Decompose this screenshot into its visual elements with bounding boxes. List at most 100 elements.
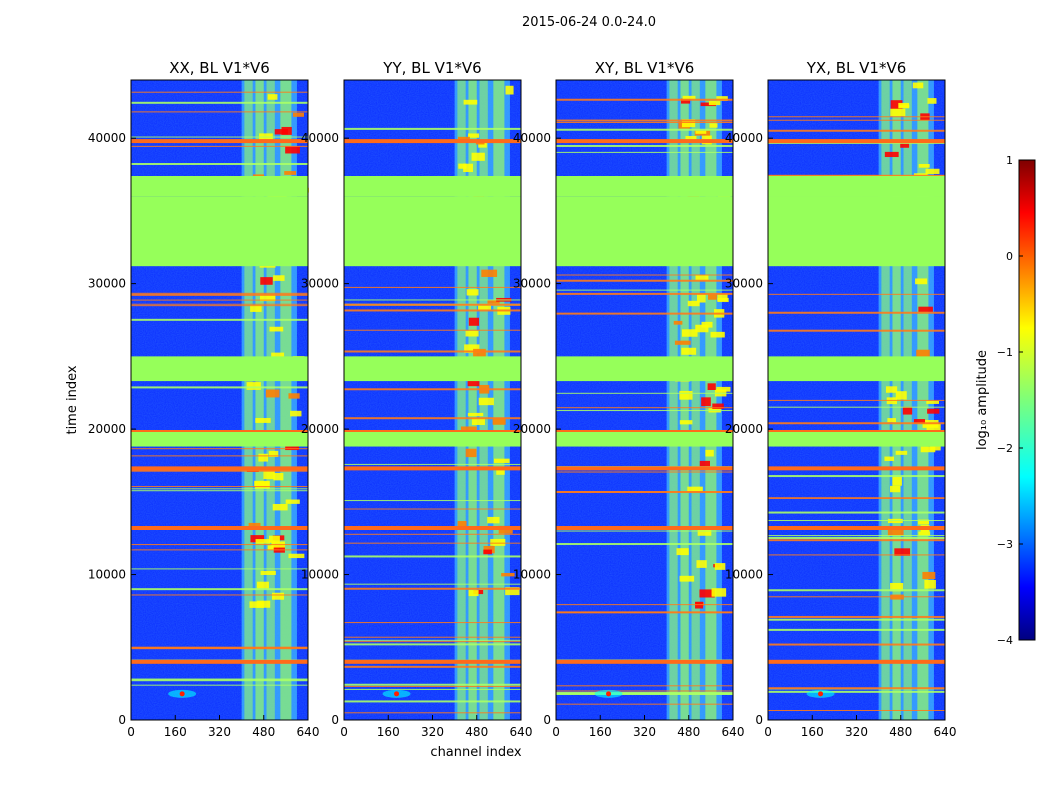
hot-spot <box>290 410 302 417</box>
x-tick-label: 480 <box>889 725 912 739</box>
hot-spot <box>679 420 693 425</box>
rfi-line <box>768 690 945 693</box>
hot-spot <box>494 458 510 463</box>
rfi-line <box>131 568 308 570</box>
hot-spot <box>468 590 479 597</box>
x-tick-label: 320 <box>208 725 231 739</box>
x-tick-label: 480 <box>677 725 700 739</box>
rfi-line <box>768 399 945 401</box>
rfi-line <box>344 139 521 144</box>
colorbar-tick-label: −4 <box>997 634 1013 647</box>
rfi-line <box>556 685 733 687</box>
hot-spot <box>460 426 477 433</box>
flagged-block <box>344 432 521 447</box>
rfi-line <box>344 466 521 471</box>
flagged-block <box>768 432 945 447</box>
rfi-line <box>344 500 521 502</box>
flagged-block <box>556 176 733 197</box>
colorbar-tick-label: −2 <box>997 442 1013 455</box>
hot-spot <box>920 446 936 453</box>
x-tick-label: 0 <box>764 725 772 739</box>
hot-spot <box>918 519 930 525</box>
hot-spot <box>712 403 724 409</box>
hot-spot <box>457 521 467 527</box>
flagged-block <box>131 432 308 447</box>
hot-spot <box>250 305 262 312</box>
rfi-line <box>344 329 521 331</box>
flagged-block <box>131 176 308 197</box>
hot-spot <box>273 472 284 481</box>
y-tick-label: 10000 <box>88 568 126 582</box>
hot-spot <box>695 324 709 333</box>
hot-spot <box>274 129 288 135</box>
y-tick-label: 40000 <box>301 131 339 145</box>
rfi-line <box>556 410 733 412</box>
hot-spot <box>249 601 264 608</box>
hot-spot <box>268 535 280 543</box>
hot-spot <box>271 592 285 600</box>
rfi-line <box>768 406 945 408</box>
hot-spot <box>884 151 899 158</box>
colorbar-tick-label: 0 <box>1006 250 1013 263</box>
hot-spot <box>284 171 297 175</box>
hot-spot <box>467 412 484 417</box>
hot-spot <box>705 449 714 457</box>
x-tick-label: 320 <box>421 725 444 739</box>
rfi-line <box>556 407 733 409</box>
rfi-line <box>556 693 733 696</box>
x-tick-label: 320 <box>633 725 656 739</box>
rfi-line <box>768 520 945 522</box>
x-tick-label: 160 <box>164 725 187 739</box>
flagged-block <box>344 176 521 197</box>
hot-spot <box>890 582 904 592</box>
hot-spot <box>927 408 940 414</box>
hot-spot <box>887 418 897 423</box>
flagged-block <box>768 196 945 267</box>
y-tick-label: 20000 <box>88 422 126 436</box>
rfi-line <box>131 488 308 490</box>
rfi-line <box>768 526 945 530</box>
hot-spot <box>902 406 913 415</box>
panel-yx: YX, BL V1*V6 0 160 320 480 640 0 10000 20000 3000… <box>725 59 957 739</box>
rfi-line <box>344 643 521 646</box>
hot-spot <box>925 168 940 174</box>
rfi-line <box>131 448 308 450</box>
rfi-line <box>344 665 521 668</box>
hot-spot <box>263 470 275 480</box>
hot-spot <box>696 293 706 303</box>
hot-spot <box>895 450 908 455</box>
rfi-line <box>344 508 521 510</box>
flare-point <box>818 691 824 697</box>
subband-channels <box>266 80 275 720</box>
hot-spot <box>673 320 683 325</box>
colorbar-gradient <box>1018 159 1036 641</box>
colorbar-tick-label: 1 <box>1006 154 1013 167</box>
hot-spot <box>716 386 731 392</box>
x-tick-label: 160 <box>589 725 612 739</box>
y-tick-label: 20000 <box>513 422 551 436</box>
rfi-line <box>556 604 733 606</box>
subband-channels <box>680 80 689 720</box>
rfi-line <box>131 139 308 144</box>
hot-spot <box>695 274 709 281</box>
hot-spot <box>716 96 728 101</box>
hot-spot <box>254 480 270 487</box>
hot-spot <box>708 294 717 300</box>
rfi-line <box>768 615 945 618</box>
y-tick-label: 10000 <box>725 568 763 582</box>
hot-spot <box>711 588 727 597</box>
rfi-line <box>131 91 308 93</box>
hot-spot <box>481 269 498 277</box>
hot-spot <box>466 289 479 296</box>
hot-spot <box>496 470 505 475</box>
colorbar-tick-label: −3 <box>997 538 1013 551</box>
colorbar-label: log₁₀ amplitude <box>975 350 990 450</box>
hot-spot <box>912 82 924 89</box>
hot-spot <box>267 545 279 551</box>
flagged-block <box>768 176 945 197</box>
hot-spot <box>464 344 480 353</box>
hot-spot <box>915 278 928 285</box>
x-tick-label: 160 <box>377 725 400 739</box>
hot-spot <box>707 383 716 391</box>
rfi-line <box>344 583 521 585</box>
